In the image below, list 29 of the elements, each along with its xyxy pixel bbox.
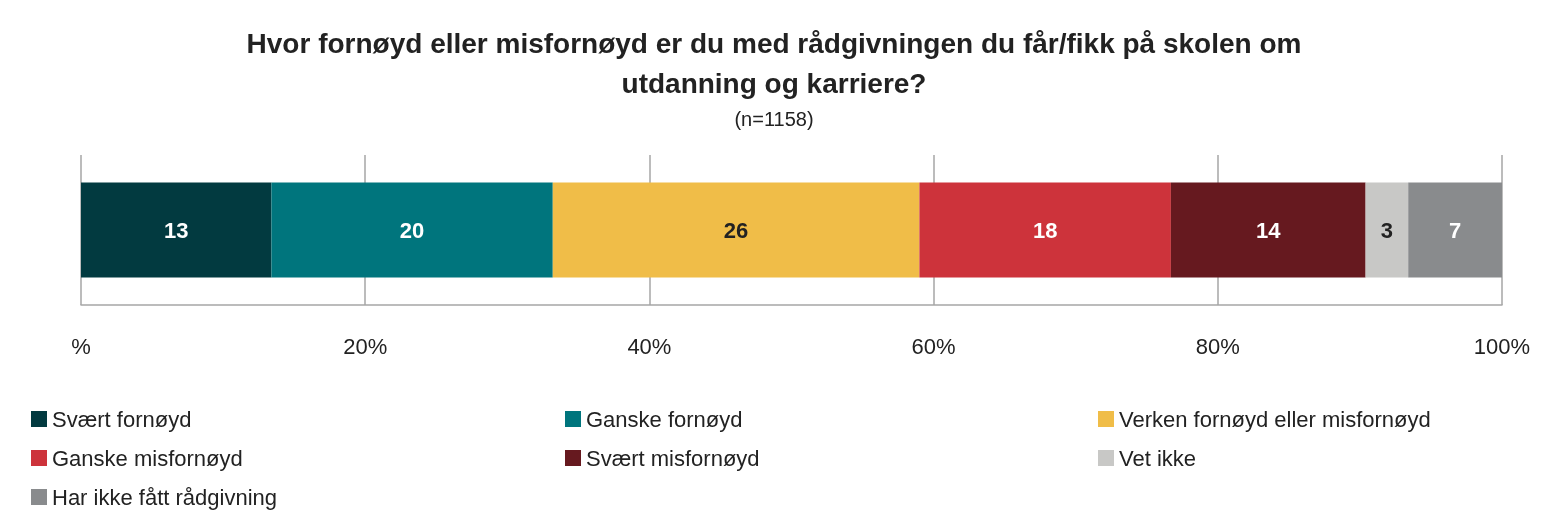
bar [1408, 182, 1502, 278]
data-label: 13 [163, 217, 189, 243]
legend-label: Vet ikke [1119, 445, 1197, 471]
data-label: 18 [1032, 217, 1058, 243]
legend-label: Svært fornøyd [52, 406, 192, 432]
legend-label: Har ikke fått rådgivning [52, 484, 277, 510]
x-tick-label: % [71, 333, 91, 359]
bar [552, 182, 920, 278]
legend-label: Verken fornøyd eller misfornøyd [1119, 406, 1431, 432]
data-label: 7 [1448, 217, 1462, 243]
data-label: 14 [1256, 217, 1282, 243]
chart-subtitle: (n=1158) [734, 108, 814, 130]
legend-label: Ganske misfornøyd [52, 445, 243, 471]
chart-title: Hvor fornøyd eller misfornøyd er du med rådgivningen du får/fikk på skolen om utdanning og karriere? [246, 27, 1302, 99]
data-label: 26 [723, 217, 749, 243]
bar [1365, 182, 1409, 278]
data-label: 3 [1380, 217, 1394, 243]
data-label: 20 [399, 217, 425, 243]
x-tick-label: 40% [627, 333, 672, 359]
bar [1170, 182, 1366, 278]
x-tick-label: 80% [1195, 333, 1240, 359]
legend-label: Ganske fornøyd [586, 406, 743, 432]
bar [919, 182, 1171, 278]
bar [81, 182, 272, 278]
legend-label: Svært misfornøyd [586, 445, 760, 471]
bar [271, 182, 553, 278]
x-tick-label: 60% [911, 333, 956, 359]
x-tick-label: 20% [343, 333, 388, 359]
x-tick-label: 100% [1473, 333, 1531, 359]
